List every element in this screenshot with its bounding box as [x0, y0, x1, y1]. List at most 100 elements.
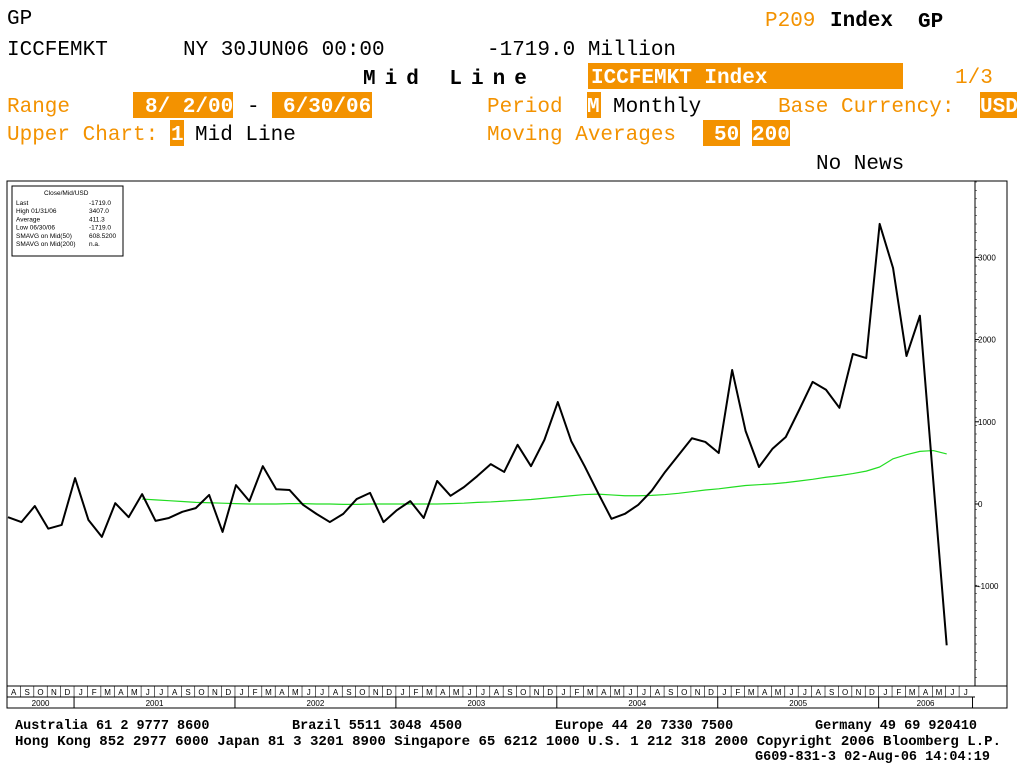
- x-tick-label: A: [333, 688, 339, 697]
- x-tick-label: F: [92, 688, 97, 697]
- x-tick-label: A: [816, 688, 822, 697]
- x-tick-label: A: [118, 688, 124, 697]
- x-tick-label: J: [722, 688, 726, 697]
- x-tick-label: J: [789, 688, 793, 697]
- series-line: [142, 449, 947, 506]
- x-tick-label: N: [856, 688, 862, 697]
- x-tick-label: D: [708, 688, 714, 697]
- currency-label: Base Currency:: [778, 96, 954, 119]
- stats-label: Last: [16, 200, 28, 207]
- year-label: 2004: [628, 699, 646, 708]
- x-tick-label: N: [51, 688, 57, 697]
- x-tick-label: O: [37, 688, 43, 697]
- x-tick-label: S: [185, 688, 190, 697]
- x-tick-label: N: [534, 688, 540, 697]
- security[interactable]: ICCFEMKT Index: [591, 67, 768, 90]
- chart-name: Mid Line: [363, 68, 536, 91]
- upper-code[interactable]: 1: [171, 124, 184, 147]
- stats-label: SMAVG on Mid(200): [16, 241, 75, 248]
- upper-box: [170, 120, 184, 146]
- x-tick-label: J: [950, 688, 954, 697]
- news[interactable]: No News: [816, 153, 904, 176]
- y-tick-label: 1000: [978, 418, 996, 427]
- x-tick-label: S: [668, 688, 673, 697]
- stats-label: Low 06/30/06: [16, 225, 55, 232]
- x-tick-label: F: [896, 688, 901, 697]
- stats-value: 608.5200: [89, 233, 116, 240]
- contact: Brazil 5511 3048 4500: [292, 719, 462, 734]
- y-tick-label: -1000: [978, 582, 999, 591]
- page-kind: Index: [830, 10, 893, 33]
- x-tick-label: M: [426, 688, 433, 697]
- ma-2[interactable]: 200: [752, 124, 790, 147]
- y-tick-label: 0: [978, 500, 983, 509]
- x-tick-label: A: [655, 688, 661, 697]
- ma-2-box: [752, 120, 790, 146]
- stats-value: 3407.0: [89, 208, 109, 215]
- x-tick-label: M: [131, 688, 138, 697]
- period-name: Monthly: [613, 96, 701, 119]
- y-tick-label: 3000: [978, 253, 996, 262]
- contact: Europe 44 20 7330 7500: [555, 719, 733, 734]
- ticker: ICCFEMKT: [7, 39, 108, 62]
- x-tick-label: M: [936, 688, 943, 697]
- x-tick-label: D: [547, 688, 553, 697]
- x-tick-label: D: [64, 688, 70, 697]
- range-start[interactable]: 8/ 2/00: [145, 96, 233, 119]
- range-label: Range: [7, 96, 70, 119]
- footer-line: Hong Kong 852 2977 6000 Japan 81 3 3201 …: [15, 735, 1001, 750]
- x-tick-label: M: [775, 688, 782, 697]
- x-tick-label: F: [253, 688, 258, 697]
- x-tick-label: F: [414, 688, 419, 697]
- upper-name: Mid Line: [195, 124, 296, 147]
- x-tick-label: M: [748, 688, 755, 697]
- x-tick-label: A: [762, 688, 768, 697]
- page-func: GP: [918, 11, 943, 34]
- page-code: P209: [765, 10, 815, 33]
- stats-label: High 01/31/06: [16, 208, 57, 215]
- range-sep: -: [247, 96, 260, 119]
- upper-label: Upper Chart:: [7, 124, 158, 147]
- contact: Germany 49 69 920410: [815, 719, 977, 734]
- x-tick-label: J: [79, 688, 83, 697]
- period-box: [587, 92, 601, 118]
- x-tick-label: J: [481, 688, 485, 697]
- x-tick-label: D: [225, 688, 231, 697]
- range-end[interactable]: 6/30/06: [283, 96, 371, 119]
- x-tick-label: N: [212, 688, 218, 697]
- year-label: 2003: [467, 699, 485, 708]
- series-line: [7, 222, 948, 646]
- x-tick-label: S: [829, 688, 834, 697]
- period-code[interactable]: M: [587, 96, 600, 119]
- year-label: 2005: [789, 699, 807, 708]
- x-tick-label: O: [198, 688, 204, 697]
- currency-box: [980, 92, 1017, 118]
- x-tick-label: M: [265, 688, 272, 697]
- x-tick-label: D: [386, 688, 392, 697]
- period-label: Period: [487, 96, 563, 119]
- currency[interactable]: USD: [980, 96, 1018, 119]
- x-tick-label: S: [346, 688, 351, 697]
- year-label: 2001: [146, 699, 164, 708]
- stats-box: [11, 185, 124, 257]
- x-tick-label: A: [279, 688, 285, 697]
- x-tick-label: N: [373, 688, 379, 697]
- security-box: [588, 63, 903, 89]
- x-tick-label: J: [803, 688, 807, 697]
- contact: Australia 61 2 9777 8600: [15, 719, 209, 734]
- x-tick-label: D: [869, 688, 875, 697]
- x-tick-label: J: [307, 688, 311, 697]
- x-tick-label: M: [292, 688, 299, 697]
- x-tick-label: M: [614, 688, 621, 697]
- x-tick-label: O: [842, 688, 848, 697]
- ma-1[interactable]: 50: [714, 124, 739, 147]
- x-tick-label: F: [574, 688, 579, 697]
- y-tick-label: 2000: [978, 336, 996, 345]
- year-label: 2000: [32, 699, 50, 708]
- footer-stamp: G609-831-3 02-Aug-06 14:04:19: [755, 750, 990, 765]
- stats-label: SMAVG on Mid(50): [16, 233, 72, 240]
- x-tick-label: N: [695, 688, 701, 697]
- x-tick-label: J: [146, 688, 150, 697]
- x-tick-label: O: [520, 688, 526, 697]
